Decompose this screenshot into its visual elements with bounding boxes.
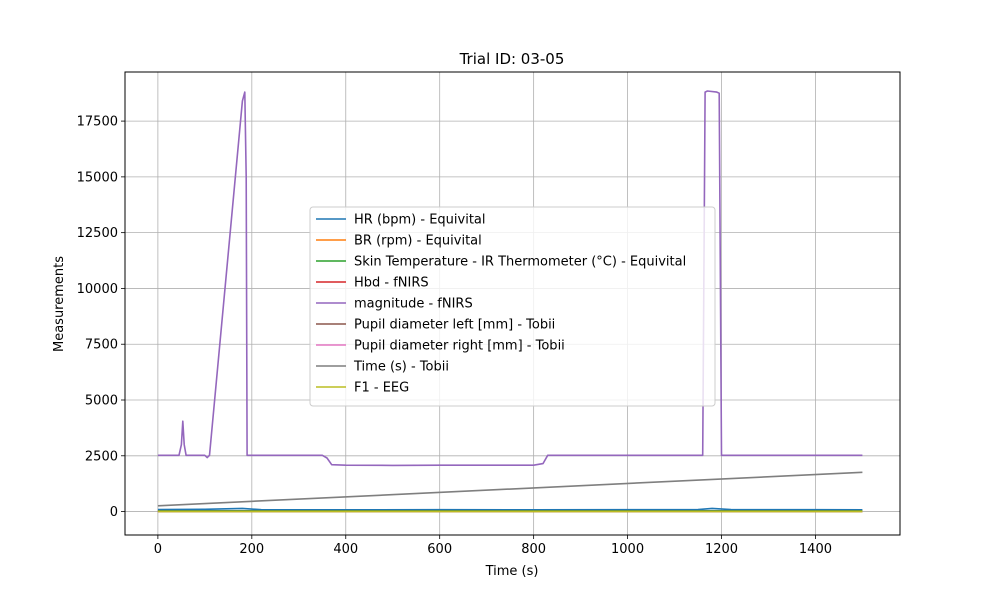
legend-label: Pupil diameter right [mm] - Tobii <box>354 339 565 354</box>
legend-label: Time (s) - Tobii <box>353 360 449 375</box>
legend-label: F1 - EEG <box>354 381 409 396</box>
x-axis-ticks: 0 200 400 600 800 1000 1200 1400 <box>154 535 832 557</box>
legend-label: Hbd - fNIRS <box>354 276 429 291</box>
legend-label: BR (rpm) - Equivital <box>354 234 482 249</box>
x-tick-label: 1000 <box>611 542 644 557</box>
x-axis-label: Time (s) <box>485 564 539 579</box>
chart-title: Trial ID: 03-05 <box>459 50 565 68</box>
y-tick-label: 15000 <box>77 170 118 185</box>
y-tick-label: 7500 <box>85 338 118 353</box>
x-tick-label: 400 <box>333 542 358 557</box>
y-tick-label: 5000 <box>85 394 118 409</box>
y-axis-label: Measurements <box>52 256 67 352</box>
x-tick-label: 0 <box>154 542 162 557</box>
legend-label: magnitude - fNIRS <box>354 297 473 312</box>
legend: HR (bpm) - Equivital BR (rpm) - Equivital… <box>309 206 716 407</box>
y-tick-label: 0 <box>110 505 118 520</box>
x-tick-label: 1400 <box>799 542 832 557</box>
series-line-0 <box>157 507 863 511</box>
series-line-4 <box>157 90 863 467</box>
series-lines <box>157 90 863 513</box>
series-line-7 <box>157 471 863 507</box>
legend-label: Skin Temperature - IR Thermometer (°C) -… <box>354 255 686 270</box>
x-tick-label: 1200 <box>705 542 738 557</box>
legend-label: HR (bpm) - Equivital <box>354 213 486 228</box>
plot-frame <box>124 71 901 536</box>
x-tick-label: 600 <box>427 542 452 557</box>
legend-box <box>309 206 716 407</box>
legend-label: Pupil diameter left [mm] - Tobii <box>354 318 555 333</box>
y-axis-ticks: 0 2500 5000 7500 10000 12500 15000 17500 <box>77 115 125 520</box>
y-tick-label: 12500 <box>77 226 118 241</box>
y-tick-label: 2500 <box>85 449 118 464</box>
y-tick-label: 17500 <box>77 115 118 130</box>
x-tick-label: 200 <box>239 542 264 557</box>
x-tick-label: 800 <box>521 542 546 557</box>
y-tick-label: 10000 <box>77 282 118 297</box>
